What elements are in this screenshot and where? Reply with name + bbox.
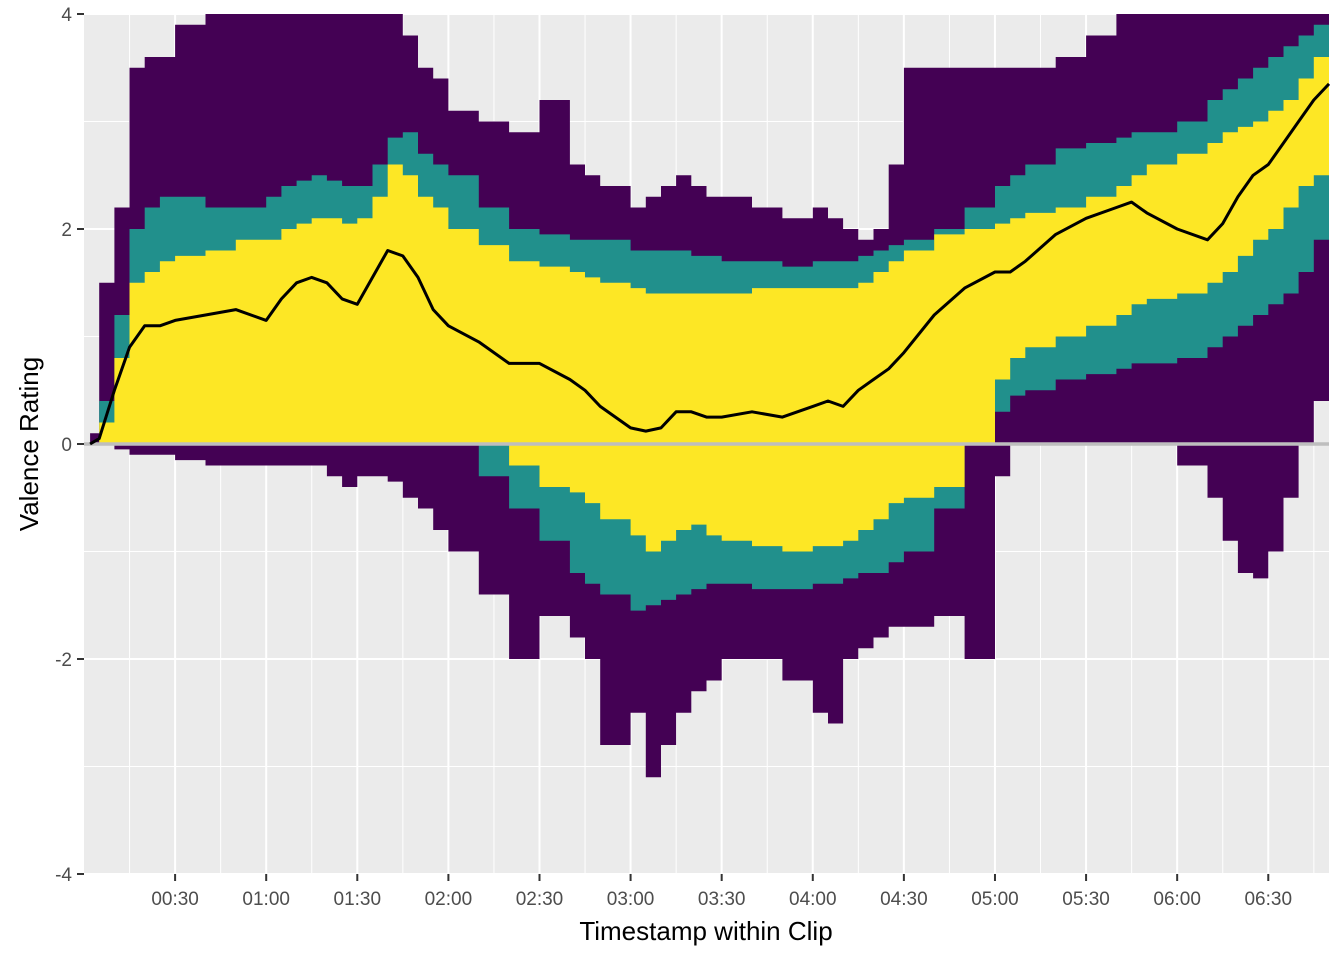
y-axis-title: Valence Rating [14,357,44,531]
mean-valence-line [89,82,1331,446]
y-tick-label: -4 [55,865,72,886]
x-tick-label: 01:00 [242,889,290,910]
y-tick-label: 0 [61,435,72,456]
x-tick-label: 05:30 [1062,889,1110,910]
x-tick-label: 02:30 [516,889,564,910]
band-2 [90,35,1330,552]
x-tick-label: 06:00 [1153,889,1201,910]
y-axis-ticks: -4 -2 0 2 4 [55,5,84,886]
bands [90,14,1330,778]
x-tick-label: 04:30 [880,889,928,910]
x-tick-label: 00:30 [151,889,199,910]
y-tick-label: 4 [61,5,72,26]
x-tick-label: 04:00 [789,889,837,910]
x-axis-title: Timestamp within Clip [579,916,832,946]
x-tick-label: 05:00 [971,889,1019,910]
x-tick-label: 02:00 [425,889,473,910]
x-tick-label: 06:30 [1244,889,1292,910]
x-tick-label: 01:30 [334,889,382,910]
x-tick-label: 03:30 [698,889,746,910]
x-axis-ticks: 00:30 01:00 01:30 02:00 02:30 03:00 03:30 04:00… [151,874,1292,910]
y-tick-label: -2 [55,650,72,671]
x-tick-label: 03:00 [607,889,655,910]
y-tick-label: 2 [61,220,72,241]
